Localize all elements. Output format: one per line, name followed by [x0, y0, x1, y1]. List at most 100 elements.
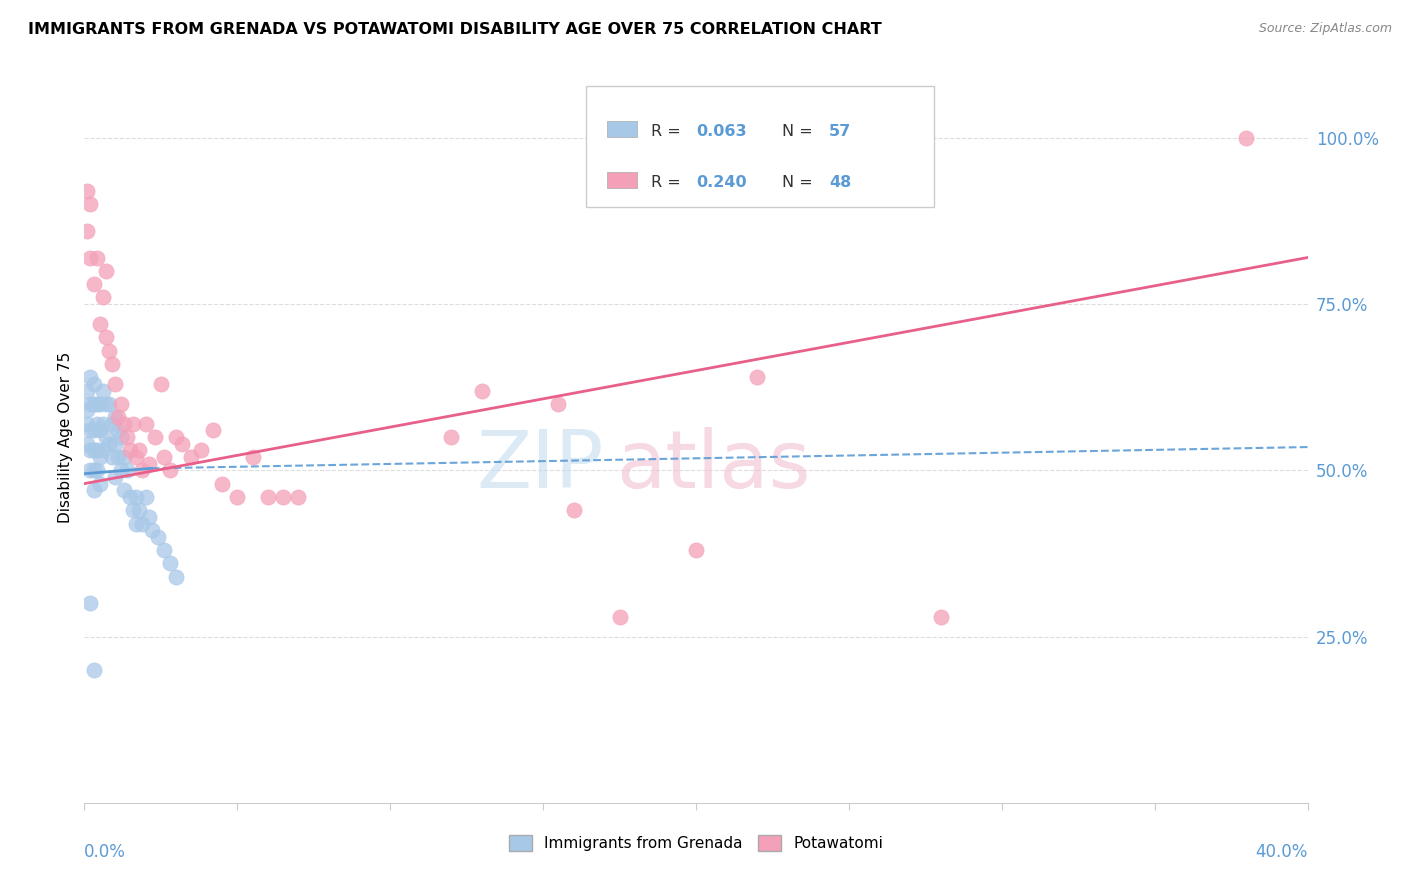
Text: IMMIGRANTS FROM GRENADA VS POTAWATOMI DISABILITY AGE OVER 75 CORRELATION CHART: IMMIGRANTS FROM GRENADA VS POTAWATOMI DI…	[28, 22, 882, 37]
Point	[153, 450, 176, 464]
Point	[929, 609, 952, 624]
Point	[125, 516, 148, 531]
Text: 48: 48	[830, 175, 852, 190]
Point	[122, 503, 145, 517]
Text: R =: R =	[651, 124, 686, 139]
Point	[79, 197, 101, 211]
Point	[86, 443, 108, 458]
Point	[211, 476, 233, 491]
Point	[172, 436, 194, 450]
Point	[83, 376, 105, 391]
Point	[609, 609, 631, 624]
Point	[153, 543, 176, 558]
Point	[1236, 131, 1258, 145]
Point	[79, 463, 101, 477]
Point	[242, 450, 264, 464]
Point	[122, 417, 145, 431]
Point	[747, 370, 769, 384]
Text: 0.0%: 0.0%	[84, 843, 127, 861]
Point	[112, 483, 135, 498]
Point	[89, 397, 111, 411]
FancyBboxPatch shape	[586, 86, 935, 207]
Point	[79, 370, 101, 384]
FancyBboxPatch shape	[606, 172, 637, 188]
Point	[83, 443, 105, 458]
Point	[190, 443, 212, 458]
Point	[226, 490, 249, 504]
Legend: Immigrants from Grenada, Potawatomi: Immigrants from Grenada, Potawatomi	[503, 830, 889, 857]
Point	[101, 450, 124, 464]
Point	[86, 251, 108, 265]
FancyBboxPatch shape	[606, 120, 637, 137]
Text: Source: ZipAtlas.com: Source: ZipAtlas.com	[1258, 22, 1392, 36]
Point	[76, 184, 98, 198]
Point	[135, 417, 157, 431]
Point	[86, 397, 108, 411]
Text: N =: N =	[782, 175, 817, 190]
Point	[107, 410, 129, 425]
Point	[91, 384, 114, 398]
Point	[159, 463, 181, 477]
Point	[86, 463, 108, 477]
Point	[201, 424, 224, 438]
Point	[101, 357, 124, 371]
Point	[110, 463, 132, 477]
Point	[287, 490, 309, 504]
Point	[76, 403, 98, 417]
Point	[135, 490, 157, 504]
Text: 0.240: 0.240	[696, 175, 747, 190]
Point	[94, 397, 117, 411]
Point	[125, 450, 148, 464]
Point	[120, 443, 142, 458]
Point	[76, 417, 98, 431]
Point	[128, 443, 150, 458]
Point	[107, 450, 129, 464]
Point	[141, 523, 163, 537]
Point	[547, 397, 569, 411]
Point	[104, 376, 127, 391]
Point	[76, 436, 98, 450]
Point	[165, 570, 187, 584]
Point	[89, 450, 111, 464]
Point	[94, 264, 117, 278]
Point	[83, 424, 105, 438]
Point	[83, 397, 105, 411]
Point	[83, 483, 105, 498]
Point	[89, 424, 111, 438]
Point	[146, 530, 169, 544]
Point	[120, 490, 142, 504]
Text: 0.063: 0.063	[696, 124, 747, 139]
Point	[76, 384, 98, 398]
Point	[112, 417, 135, 431]
Point	[83, 463, 105, 477]
Point	[180, 450, 202, 464]
Point	[110, 397, 132, 411]
Point	[79, 424, 101, 438]
Point	[104, 410, 127, 425]
Point	[685, 543, 707, 558]
Point	[79, 397, 101, 411]
Point	[91, 290, 114, 304]
Point	[94, 330, 117, 344]
Point	[125, 490, 148, 504]
Text: 40.0%: 40.0%	[1256, 843, 1308, 861]
Point	[257, 490, 280, 504]
Text: atlas: atlas	[616, 427, 811, 506]
Point	[91, 443, 114, 458]
Point	[112, 450, 135, 464]
Point	[165, 430, 187, 444]
Point	[138, 457, 160, 471]
Point	[91, 417, 114, 431]
Point	[83, 663, 105, 677]
Point	[104, 470, 127, 484]
Point	[86, 417, 108, 431]
Point	[271, 490, 294, 504]
Text: R =: R =	[651, 175, 686, 190]
Point	[79, 251, 101, 265]
Point	[159, 557, 181, 571]
Point	[115, 463, 138, 477]
Point	[101, 417, 124, 431]
Point	[97, 436, 120, 450]
Point	[76, 224, 98, 238]
Point	[128, 503, 150, 517]
